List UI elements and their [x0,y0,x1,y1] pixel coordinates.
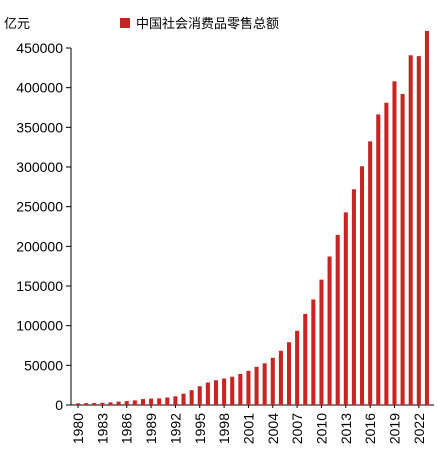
bar [140,399,145,405]
bar [149,398,154,405]
bar [278,350,283,405]
bar [213,380,219,405]
bar [116,401,121,405]
bar [205,382,210,405]
y-tick-label: 300000 [16,159,63,175]
y-tick-label: 0 [55,397,63,413]
bar [424,30,429,406]
x-tick-label: 2004 [265,413,281,444]
bar [124,401,129,405]
x-tick-label: 1983 [94,413,110,444]
bar [327,256,332,405]
x-tick-label: 1980 [70,413,86,444]
bar [360,166,365,405]
y-tick-label: 50000 [24,357,63,373]
y-tick-label: 250000 [16,199,63,215]
bar [270,357,275,405]
bar [181,393,186,405]
x-tick-label: 2022 [411,413,427,444]
legend-label: 中国社会消费品零售总额 [136,17,280,32]
bar [335,234,340,405]
x-tick-label: 2007 [289,413,305,444]
y-tick-label: 200000 [16,238,63,254]
x-tick-label: 1995 [192,413,208,444]
bar [343,212,348,405]
bar [303,313,308,405]
bar [408,55,413,405]
bar [230,376,235,405]
bar [173,396,178,405]
legend: 中国社会消费品零售总额 [120,13,279,32]
y-tick-label: 150000 [16,278,63,294]
x-tick-label: 1989 [143,413,159,444]
x-tick-label: 2013 [338,413,354,444]
y-tick-label: 350000 [16,119,63,135]
x-tick-label: 2001 [240,413,256,444]
x-tick-label: 1998 [216,413,232,444]
bar [165,397,170,405]
bar [392,81,397,405]
bar [246,370,251,405]
bar [76,403,81,405]
bar [197,386,202,405]
bar [384,102,389,406]
y-tick-label: 100000 [16,318,63,334]
bar [286,342,292,405]
bar [189,390,194,405]
bar [368,141,373,405]
y-tick-label: 450000 [16,40,63,56]
bar [84,403,89,405]
bar [400,94,405,405]
bar [351,189,356,405]
bar [222,378,227,405]
bar [254,366,259,405]
x-tick-label: 2010 [313,413,329,444]
y-axis-unit-label: 亿元 [4,17,31,32]
bar [132,400,137,405]
bar [295,330,300,405]
x-tick-label: 2016 [362,413,378,444]
bar [376,114,381,406]
bar [238,373,243,405]
bar [157,398,162,405]
bar [108,402,113,405]
x-tick-label: 1992 [167,413,183,444]
bar [311,299,316,405]
y-tick-label: 400000 [16,80,63,96]
x-tick-label: 2019 [386,413,402,444]
bar [262,363,267,405]
bar [416,56,421,406]
bar [319,279,324,405]
x-tick-label: 1986 [119,413,135,444]
bar [92,402,97,405]
bar [100,402,105,405]
legend-swatch [120,17,130,28]
